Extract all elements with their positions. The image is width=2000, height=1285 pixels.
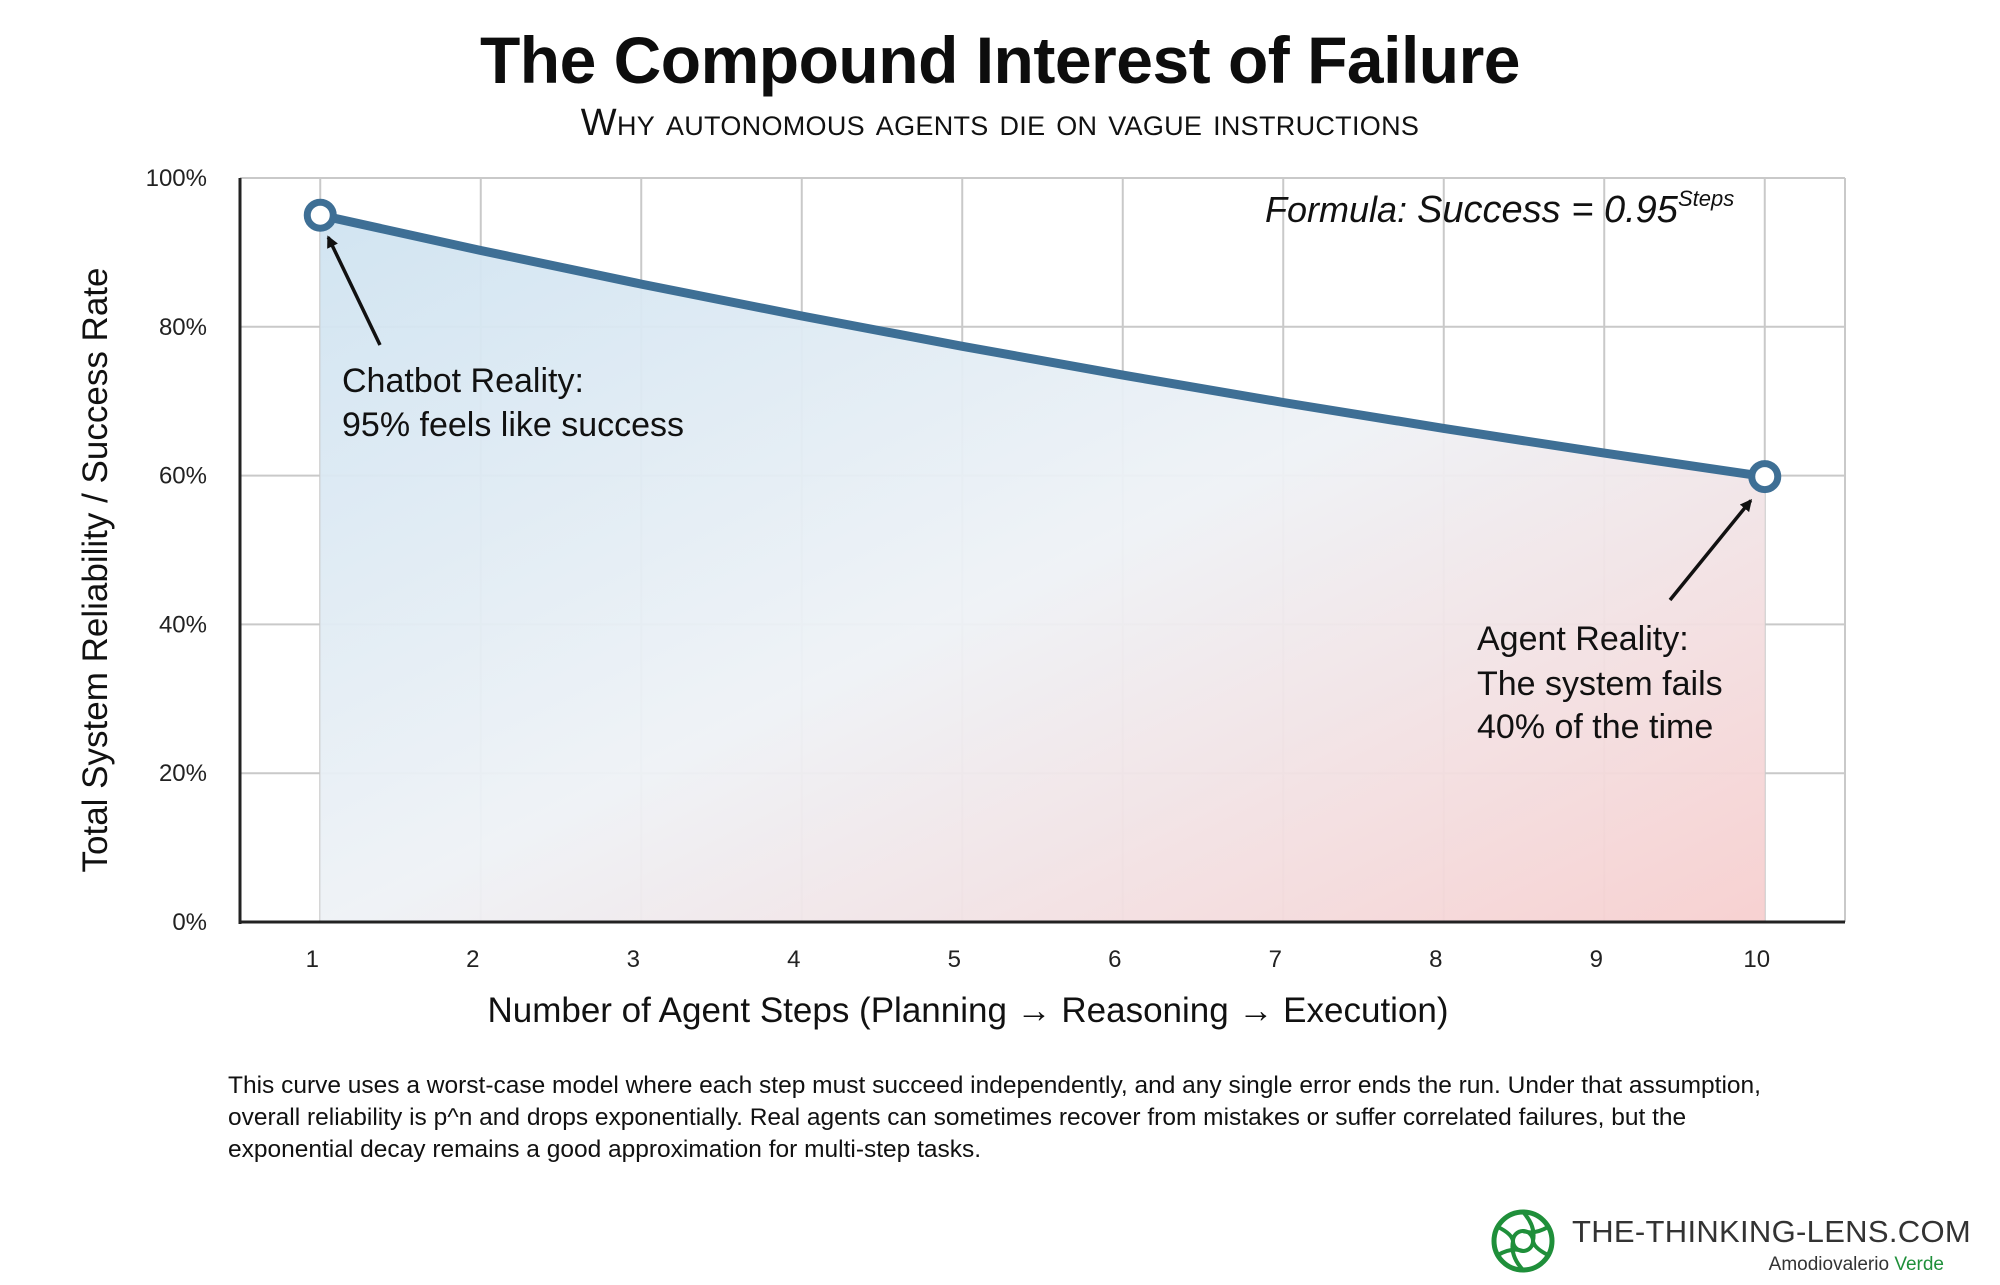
chart-subtitle: Why autonomous agents die on vague instr…	[580, 102, 1420, 144]
brand-footer: THE-THINKING-LENS.COM Amodiovalerio Verd…	[1490, 1208, 1971, 1278]
annotation-arrow-chatbot	[326, 235, 382, 346]
brand-site-name: THE-THINKING-LENS.COM	[1572, 1214, 1971, 1249]
y-tick-label: 60%	[159, 463, 207, 490]
x-tick-label: 3	[627, 946, 640, 973]
annotation-chatbot-head: Chatbot Reality:	[342, 362, 584, 400]
data-point-marker	[1748, 460, 1782, 494]
x-tick-label: 6	[1108, 946, 1121, 973]
formula-prefix: Formula:	[1265, 189, 1417, 230]
x-axis-label: Number of Agent Steps (Planning → Reason…	[487, 991, 1448, 1030]
x-tick-label: 10	[1743, 946, 1770, 973]
annotation-agent-head: Agent Reality:	[1477, 620, 1689, 658]
brand-author-first: Amodiovalerio	[1768, 1254, 1890, 1275]
data-points	[303, 198, 1782, 494]
formula-text: Formula: Success = 0.95Steps	[1265, 186, 1734, 231]
tick-labels: 0% 20% 40% 60% 80% 100% 1 2 3 4 5 6 7 8 9 10	[146, 165, 1770, 973]
x-tick-label: 8	[1429, 946, 1442, 973]
y-tick-label: 100%	[146, 165, 207, 192]
x-tick-label: 1	[306, 946, 319, 973]
formula-exponent: Steps	[1678, 186, 1734, 211]
brand-author: Amodiovalerio Verde	[1769, 1254, 1944, 1276]
annotation-agent-body: 40% of the time	[1477, 708, 1713, 746]
x-tick-label: 4	[787, 946, 800, 973]
y-tick-label: 20%	[159, 760, 207, 787]
x-tick-label: 9	[1590, 946, 1603, 973]
y-tick-label: 40%	[159, 611, 207, 638]
camera-lens-icon	[1491, 1209, 1555, 1273]
x-tick-label: 7	[1269, 946, 1282, 973]
caption-text: This curve uses a worst-case model where…	[228, 1072, 1761, 1163]
brand-author-last: Verde	[1894, 1254, 1944, 1275]
area-fill	[320, 215, 1765, 922]
data-point-marker	[303, 198, 337, 232]
formula-main: Success = 0.95	[1417, 189, 1679, 231]
y-tick-label: 0%	[172, 909, 207, 936]
chart-title: The Compound Interest of Failure	[479, 23, 1521, 97]
chart-plot: 0% 20% 40% 60% 80% 100% 1 2 3 4 5 6 7 8 9 10 Chatbot Re…	[76, 165, 1846, 1030]
annotations: Chatbot Reality: 95% feels like success Ag…	[326, 235, 1753, 746]
annotation-agent-body: The system fails	[1477, 665, 1723, 703]
x-tick-label: 2	[466, 946, 479, 973]
series-line	[315, 210, 1770, 482]
y-tick-label: 80%	[159, 314, 207, 341]
annotation-arrow-agent	[1668, 499, 1753, 602]
axes	[238, 178, 1845, 924]
annotation-chatbot-body: 95% feels like success	[342, 406, 684, 444]
y-axis-label: Total System Reliability / Success Rate	[76, 268, 115, 873]
x-tick-label: 5	[948, 946, 961, 973]
